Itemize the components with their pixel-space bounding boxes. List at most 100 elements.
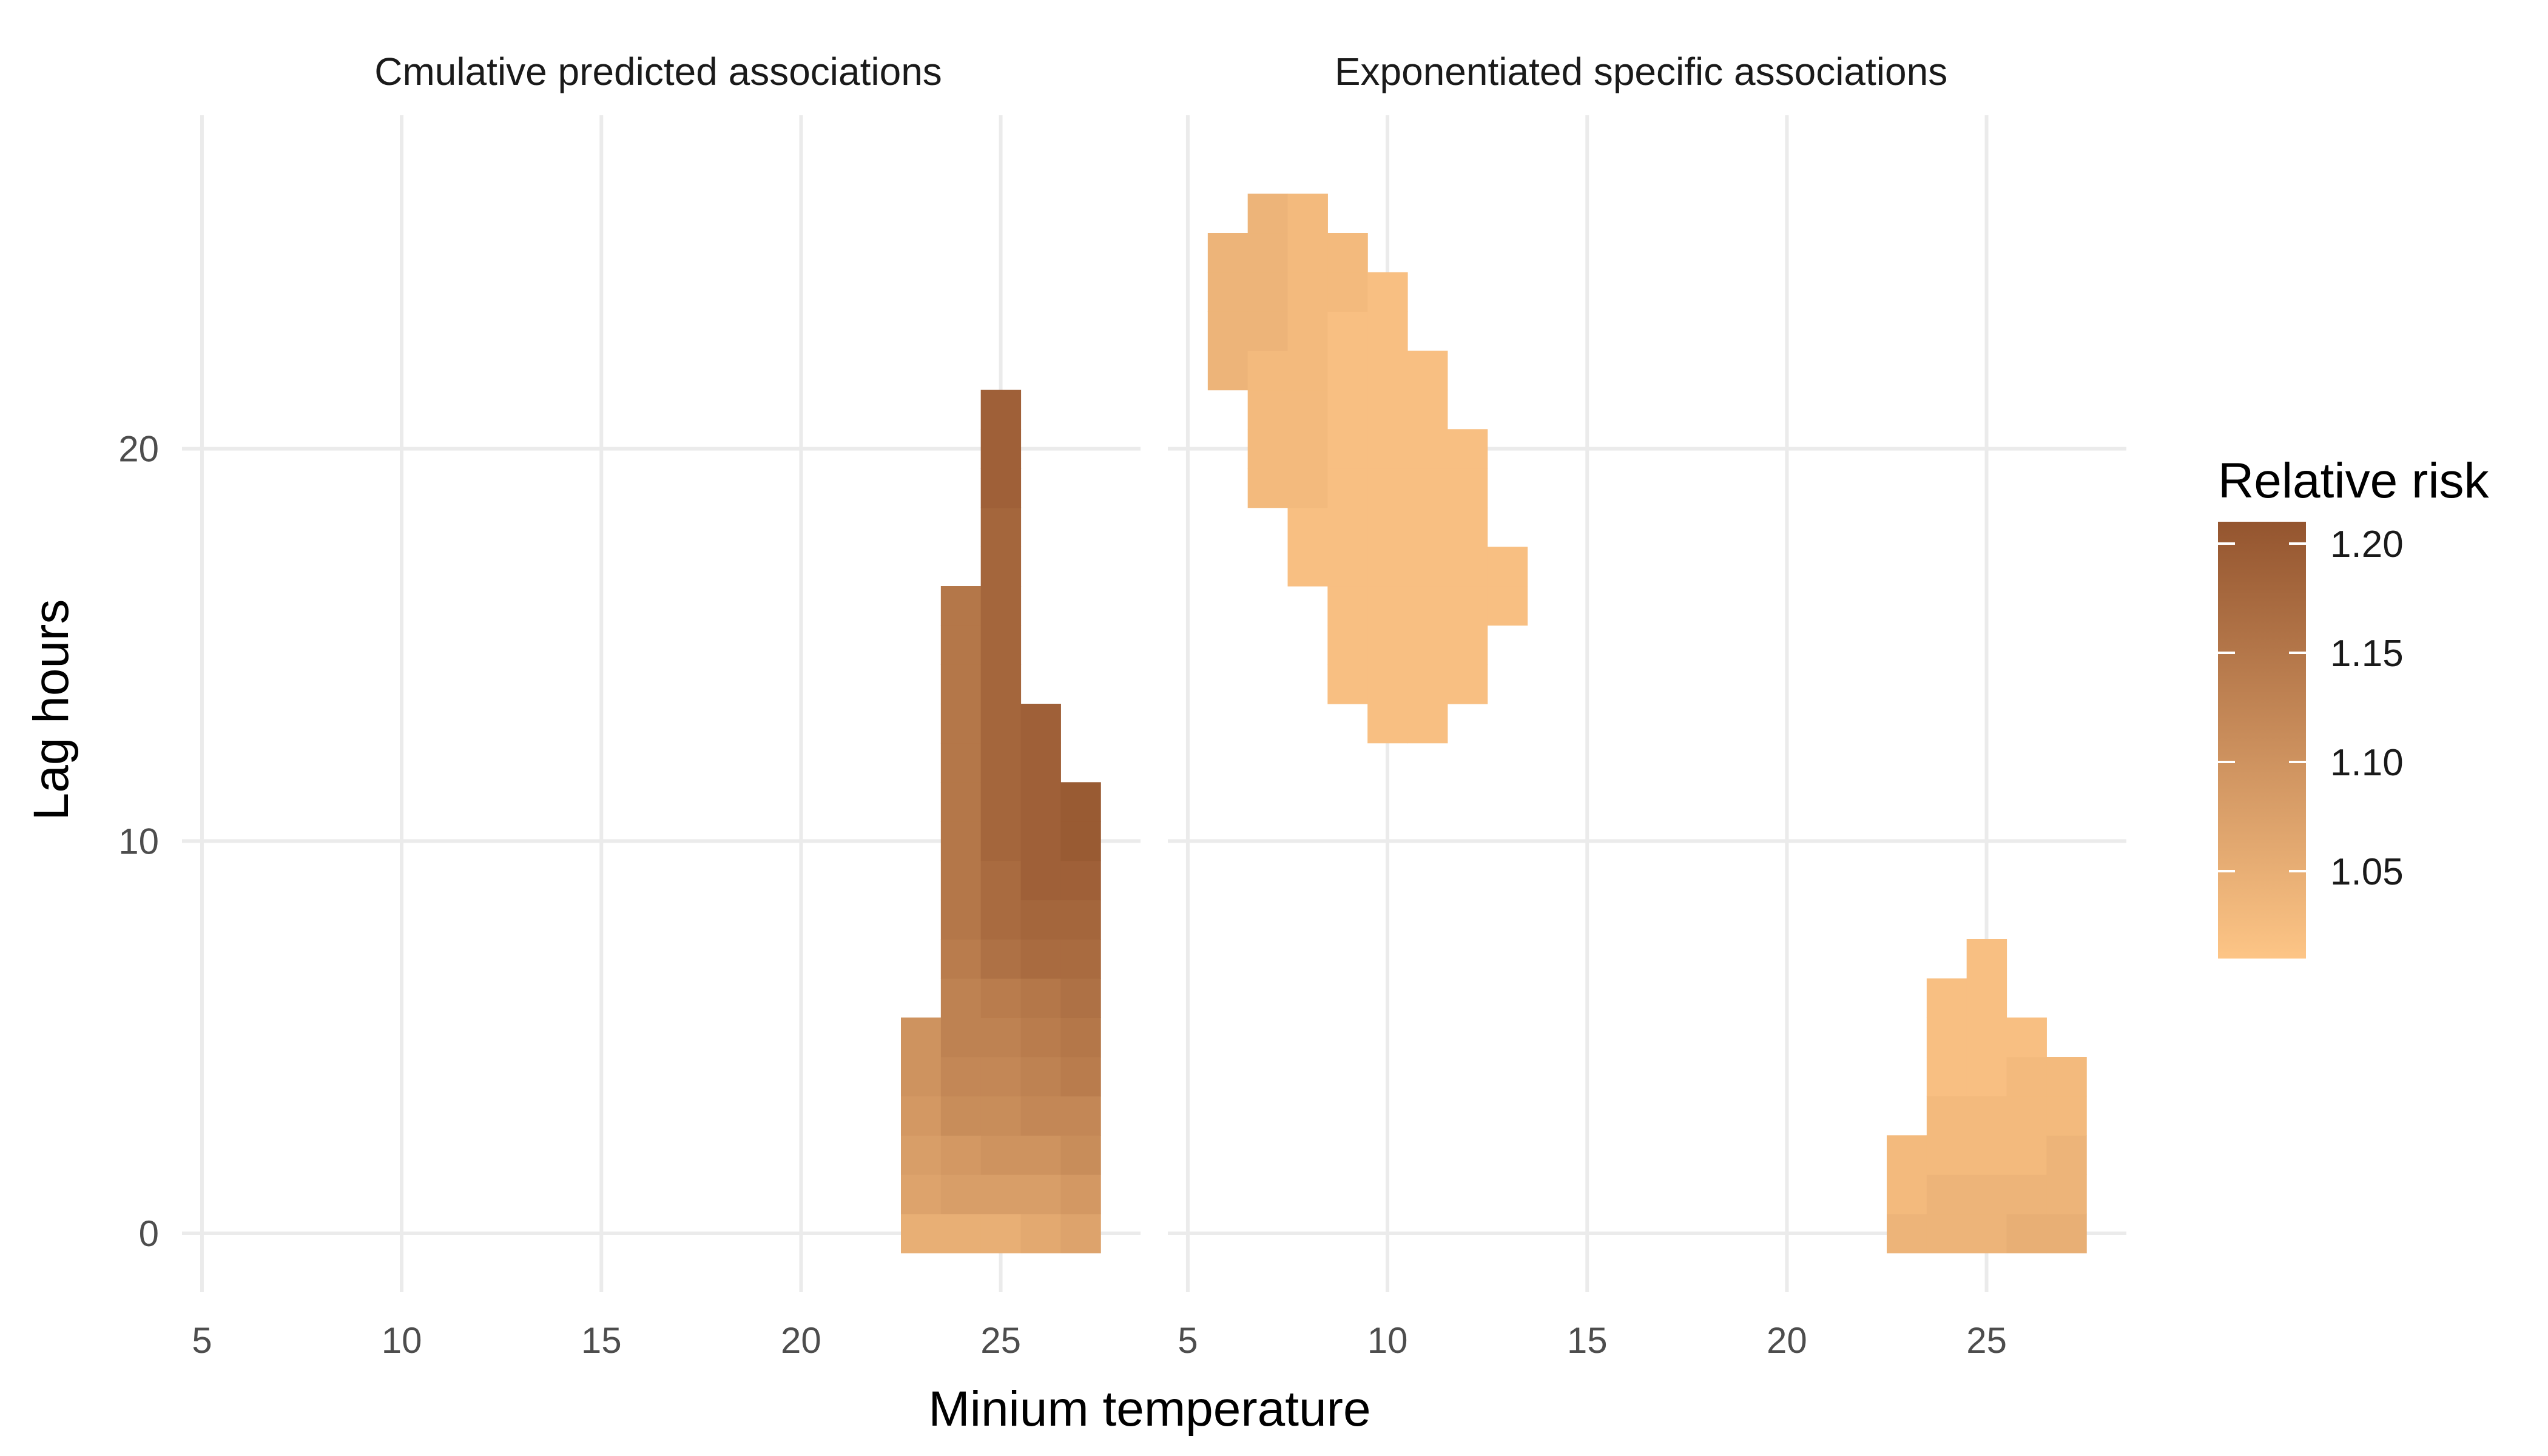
tile-left-x25-lag18 bbox=[980, 507, 1022, 547]
tile-left-x25-lag2 bbox=[980, 1135, 1022, 1175]
tile-right-x27-lag2 bbox=[2046, 1135, 2087, 1175]
tile-left-x25-lag13 bbox=[980, 704, 1022, 744]
tile-left-x26-lag7 bbox=[1020, 939, 1061, 979]
tile-left-x26-lag1 bbox=[1020, 1175, 1061, 1215]
tile-right-x26-lag1 bbox=[2006, 1175, 2047, 1215]
y-tick-label-20: 20 bbox=[118, 429, 159, 470]
tile-left-x24-lag3 bbox=[940, 1096, 982, 1136]
tile-right-x12-lag20 bbox=[1447, 429, 1488, 469]
tile-left-x25-lag8 bbox=[980, 900, 1022, 940]
tile-right-x12-lag19 bbox=[1447, 468, 1488, 508]
tile-right-x24-lag4 bbox=[1926, 1057, 1967, 1097]
tile-right-x9-lag19 bbox=[1327, 468, 1368, 508]
tile-right-x25-lag4 bbox=[1966, 1057, 2007, 1097]
y-tick-label-0: 0 bbox=[139, 1213, 159, 1254]
tile-left-x25-lag10 bbox=[980, 821, 1022, 861]
tile-right-x9-lag18 bbox=[1327, 507, 1368, 547]
tile-left-x27-lag2 bbox=[1060, 1135, 1101, 1175]
tile-left-x24-lag10 bbox=[940, 821, 982, 861]
tile-left-x27-lag1 bbox=[1060, 1175, 1101, 1215]
tile-right-x7-lag22 bbox=[1247, 351, 1289, 391]
tile-right-x8-lag26 bbox=[1287, 194, 1328, 234]
tile-left-x27-lag11 bbox=[1060, 782, 1101, 822]
tile-left-x25-lag16 bbox=[980, 586, 1022, 626]
tile-right-x11-lag14 bbox=[1407, 664, 1448, 704]
tile-right-x7-lag23 bbox=[1247, 311, 1289, 351]
tile-left-x27-lag7 bbox=[1060, 939, 1101, 979]
tile-right-x10-lag14 bbox=[1367, 664, 1408, 704]
tile-left-x25-lag11 bbox=[980, 782, 1022, 822]
tile-right-x12-lag16 bbox=[1447, 586, 1488, 626]
tile-left-x26-lag5 bbox=[1020, 1017, 1061, 1057]
tile-left-x26-lag6 bbox=[1020, 978, 1061, 1018]
tile-left-x25-lag14 bbox=[980, 664, 1022, 704]
tile-left-x23-lag5 bbox=[901, 1017, 942, 1057]
tile-right-x11-lag17 bbox=[1407, 547, 1448, 587]
x-tick-label-left-15: 15 bbox=[581, 1320, 622, 1361]
tile-left-x25-lag4 bbox=[980, 1057, 1022, 1097]
legend: Relative risk 1.05 1.10 1.15 1.20 bbox=[2218, 453, 2490, 959]
x-tick-label-left-25: 25 bbox=[980, 1320, 1021, 1361]
tile-right-x10-lag24 bbox=[1367, 272, 1408, 312]
tile-right-x7-lag21 bbox=[1247, 389, 1289, 430]
tile-right-x9-lag17 bbox=[1327, 547, 1368, 587]
tile-right-x9-lag20 bbox=[1327, 429, 1368, 469]
tile-right-x10-lag15 bbox=[1367, 625, 1408, 665]
tile-right-x10-lag21 bbox=[1367, 389, 1408, 430]
tile-right-x23-lag0 bbox=[1887, 1213, 1927, 1253]
tile-right-x26-lag2 bbox=[2006, 1135, 2047, 1175]
tile-left-x24-lag16 bbox=[940, 586, 982, 626]
tile-right-x10-lag20 bbox=[1367, 429, 1408, 469]
tile-right-x12-lag18 bbox=[1447, 507, 1488, 547]
tile-right-x9-lag21 bbox=[1327, 389, 1368, 430]
legend-label-1.1: 1.10 bbox=[2330, 742, 2404, 784]
tile-right-x24-lag6 bbox=[1926, 978, 1967, 1018]
tile-right-x6-lag23 bbox=[1207, 311, 1249, 351]
tile-right-x24-lag2 bbox=[1926, 1135, 1967, 1175]
tile-right-x8-lag20 bbox=[1287, 429, 1328, 469]
tile-right-x8-lag21 bbox=[1287, 389, 1328, 430]
tile-left-x25-lag12 bbox=[980, 743, 1022, 783]
tile-left-x24-lag0 bbox=[940, 1213, 982, 1253]
tiles-right bbox=[1207, 194, 2087, 1253]
tile-left-x26-lag12 bbox=[1020, 743, 1061, 783]
panel-title-specific: Exponentiated specific associations bbox=[1335, 50, 1947, 93]
tile-right-x13-lag16 bbox=[1487, 586, 1528, 626]
tile-right-x8-lag17 bbox=[1287, 547, 1328, 587]
tile-left-x25-lag7 bbox=[980, 939, 1022, 979]
tile-right-x11-lag16 bbox=[1407, 586, 1448, 626]
tile-left-x27-lag10 bbox=[1060, 821, 1101, 861]
tile-right-x13-lag17 bbox=[1487, 547, 1528, 587]
tile-right-x10-lag19 bbox=[1367, 468, 1408, 508]
tile-right-x23-lag1 bbox=[1887, 1175, 1927, 1215]
legend-label-1.15: 1.15 bbox=[2330, 633, 2404, 675]
tile-left-x23-lag4 bbox=[901, 1057, 942, 1097]
tile-right-x10-lag13 bbox=[1367, 704, 1408, 744]
tile-left-x27-lag0 bbox=[1060, 1213, 1101, 1253]
tile-right-x9-lag25 bbox=[1327, 233, 1368, 273]
tile-right-x25-lag5 bbox=[1966, 1017, 2007, 1057]
tile-left-x23-lag0 bbox=[901, 1213, 942, 1253]
tile-right-x12-lag17 bbox=[1447, 547, 1488, 587]
tile-right-x25-lag3 bbox=[1966, 1096, 2007, 1136]
tile-right-x9-lag14 bbox=[1327, 664, 1368, 704]
tile-left-x24-lag13 bbox=[940, 704, 982, 744]
tile-right-x25-lag1 bbox=[1966, 1175, 2007, 1215]
tile-left-x27-lag4 bbox=[1060, 1057, 1101, 1097]
panel-title-cumulative: Cmulative predicted associations bbox=[374, 50, 942, 93]
tile-right-x6-lag25 bbox=[1207, 233, 1249, 273]
tile-right-x11-lag20 bbox=[1407, 429, 1448, 469]
legend-title: Relative risk bbox=[2218, 453, 2490, 508]
legend-label-1.2: 1.20 bbox=[2330, 524, 2404, 565]
tile-left-x25-lag15 bbox=[980, 625, 1022, 665]
tile-left-x25-lag1 bbox=[980, 1175, 1022, 1215]
x-tick-label-right-5: 5 bbox=[1178, 1320, 1198, 1361]
x-tick-label-right-15: 15 bbox=[1567, 1320, 1608, 1361]
tile-left-x24-lag4 bbox=[940, 1057, 982, 1097]
tile-left-x26-lag4 bbox=[1020, 1057, 1061, 1097]
tile-right-x8-lag18 bbox=[1287, 507, 1328, 547]
tile-right-x7-lag19 bbox=[1247, 468, 1289, 508]
tile-right-x10-lag23 bbox=[1367, 311, 1408, 351]
tile-left-x23-lag3 bbox=[901, 1096, 942, 1136]
